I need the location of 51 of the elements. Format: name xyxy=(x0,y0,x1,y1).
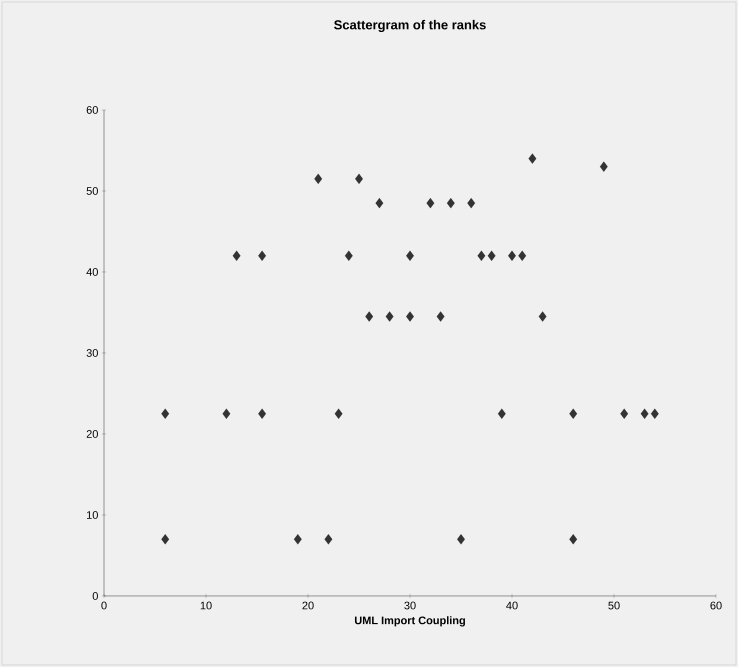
x-tick-label: 10 xyxy=(200,602,212,610)
point xyxy=(569,534,578,544)
point xyxy=(161,408,170,419)
point xyxy=(508,250,516,261)
point xyxy=(600,161,608,172)
point xyxy=(528,153,536,164)
x-tick-label: 0 xyxy=(101,602,107,610)
point xyxy=(640,408,649,419)
point xyxy=(467,198,476,208)
y-tick-label: 60 xyxy=(86,106,98,114)
point xyxy=(518,250,526,261)
point xyxy=(386,311,394,322)
point xyxy=(314,174,322,184)
point xyxy=(620,408,628,419)
y-tick-label: 0 xyxy=(92,592,98,600)
x-tick-label: 40 xyxy=(506,602,518,610)
point xyxy=(294,534,302,544)
point xyxy=(258,250,266,261)
point xyxy=(222,408,230,419)
point xyxy=(538,311,547,322)
x-tick-label: 20 xyxy=(302,602,314,610)
point xyxy=(334,408,343,419)
x-tick-label: 50 xyxy=(608,602,620,610)
x-axis-title: UML Import Coupling xyxy=(354,616,465,626)
x-tick-label: 60 xyxy=(710,602,722,610)
point xyxy=(406,311,414,322)
point xyxy=(446,198,455,208)
y-tick-label: 10 xyxy=(87,511,98,519)
point xyxy=(488,250,496,261)
point xyxy=(258,408,266,419)
x-tick-label: 30 xyxy=(404,602,416,610)
chart-title: Scattergram of the ranks xyxy=(334,20,486,32)
point xyxy=(426,198,434,208)
point xyxy=(457,534,465,544)
point xyxy=(406,250,414,261)
y-tick-label: 40 xyxy=(86,268,98,276)
point xyxy=(375,198,384,208)
point xyxy=(498,408,506,419)
point xyxy=(161,534,170,544)
point xyxy=(477,250,486,261)
point xyxy=(324,534,332,544)
point xyxy=(436,311,445,322)
point xyxy=(569,408,578,419)
point xyxy=(355,174,363,184)
point xyxy=(344,250,353,261)
point xyxy=(365,311,374,322)
y-tick-label: 50 xyxy=(86,187,98,195)
y-tick-label: 30 xyxy=(86,349,98,357)
point xyxy=(232,250,241,261)
point xyxy=(650,408,659,419)
y-tick-label: 20 xyxy=(86,430,98,438)
